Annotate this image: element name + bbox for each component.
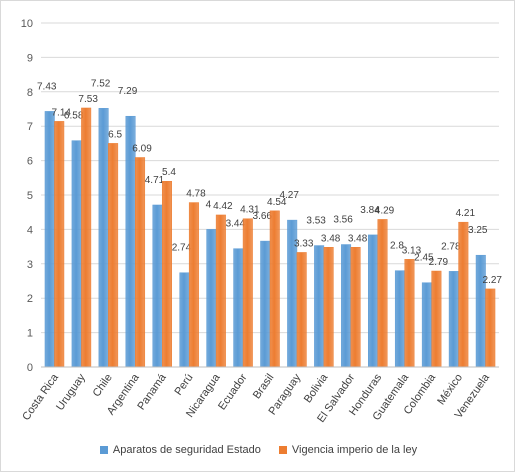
- bar-1-7: [233, 248, 244, 368]
- data-label-2-9: 3.33: [294, 238, 314, 249]
- bar-1-14: [421, 282, 432, 368]
- x-tick-label-7: Ecuador: [216, 372, 250, 413]
- y-tick-label-7: 7: [27, 121, 33, 133]
- bar-1-6: [206, 229, 217, 368]
- bar-2-7: [242, 218, 253, 368]
- data-label-2-16: 2.27: [483, 275, 503, 286]
- data-label-1-8: 3.66: [253, 211, 273, 222]
- bar-1-5: [179, 272, 190, 368]
- bar-1-13: [394, 270, 405, 368]
- data-label-1-10: 3.53: [306, 216, 326, 227]
- bar-1-12: [368, 234, 379, 368]
- data-label-1-1: 6.58: [64, 111, 84, 122]
- data-label-1-0: 7.43: [37, 81, 57, 92]
- data-label-1-12: 3.84: [360, 205, 380, 216]
- bar-2-10: [323, 247, 334, 368]
- bar-2-5: [188, 202, 199, 368]
- bar-2-9: [296, 252, 307, 368]
- data-label-2-0: 7.14: [51, 107, 71, 118]
- y-tick-label-10: 10: [21, 18, 33, 30]
- data-label-2-4: 5.4: [162, 167, 176, 178]
- bar-2-3: [135, 157, 146, 368]
- y-tick-label-1: 1: [27, 328, 33, 340]
- bar-2-13: [404, 259, 415, 368]
- y-tick-label-5: 5: [27, 190, 33, 202]
- data-label-2-5: 4.78: [186, 189, 206, 200]
- bar-2-2: [108, 143, 119, 368]
- data-label-1-13: 2.8: [390, 241, 404, 252]
- legend-swatch-series-1: [99, 446, 108, 454]
- x-tick-label-8: Brasil: [251, 372, 277, 401]
- y-tick-label-4: 4: [27, 224, 33, 236]
- data-label-2-8: 4.54: [267, 197, 287, 208]
- data-label-2-14: 2.79: [429, 257, 449, 268]
- bar-1-16: [475, 254, 486, 368]
- data-label-2-10: 3.48: [321, 233, 341, 244]
- y-tick-label-2: 2: [27, 293, 33, 305]
- bar-2-8: [269, 210, 280, 368]
- data-label-1-3: 7.29: [118, 86, 138, 97]
- data-label-2-3: 6.09: [132, 144, 152, 155]
- bar-1-0: [44, 111, 55, 368]
- data-label-1-16: 3.25: [468, 225, 488, 236]
- data-label-2-11: 3.48: [348, 233, 368, 244]
- data-label-1-4: 4.71: [145, 175, 165, 186]
- data-label-1-15: 2.78: [441, 241, 461, 252]
- bar-1-11: [341, 244, 352, 368]
- bar-1-10: [314, 245, 325, 368]
- data-label-1-2: 7.52: [91, 78, 111, 89]
- bar-2-15: [458, 221, 469, 368]
- data-label-2-2: 6.5: [108, 129, 122, 140]
- legend-label-series-2: Vigencia imperio de la ley: [291, 444, 418, 456]
- x-tick-label-2: Chile: [91, 372, 115, 399]
- bar-2-0: [54, 121, 65, 368]
- bar-2-11: [350, 247, 361, 368]
- data-label-2-1: 7.53: [78, 94, 98, 105]
- y-tick-label-3: 3: [27, 259, 33, 271]
- data-label-1-7: 3.44: [226, 219, 246, 230]
- legend-swatch-series-2: [278, 446, 287, 454]
- legend-label-series-1: Aparatos de seguridad Estado: [112, 444, 261, 456]
- bar-1-15: [448, 271, 459, 368]
- bar-2-6: [215, 214, 226, 368]
- bar-1-2: [98, 108, 109, 368]
- bar-2-14: [431, 270, 442, 368]
- bar-2-4: [161, 180, 172, 368]
- legend: Aparatos de seguridad Estado Vigencia im…: [1, 444, 515, 456]
- data-label-1-5: 2.74: [172, 243, 192, 254]
- data-label-1-9: 4.27: [279, 190, 299, 201]
- bar-1-4: [152, 204, 163, 368]
- data-label-2-12: 4.29: [375, 205, 395, 216]
- bar-2-1: [81, 107, 92, 368]
- bar-2-12: [377, 219, 388, 368]
- data-label-2-15: 4.21: [456, 208, 476, 219]
- y-tick-label-0: 0: [27, 362, 33, 374]
- y-tick-label-6: 6: [27, 156, 33, 168]
- data-label-1-14: 2.45: [414, 253, 434, 264]
- data-label-2-7: 4.31: [240, 205, 260, 216]
- y-tick-label-8: 8: [27, 87, 33, 99]
- y-tick-label-9: 9: [27, 52, 33, 64]
- data-label-2-13: 3.13: [402, 245, 422, 256]
- legend-item-series-2: Vigencia imperio de la ley: [278, 444, 418, 456]
- data-label-1-6: 4: [206, 199, 212, 210]
- x-tick-label-4: Panamá: [135, 371, 169, 412]
- x-tick-label-0: Costa Rica: [20, 371, 61, 423]
- bar-1-1: [71, 140, 82, 368]
- x-tick-label-5: Perú: [172, 372, 195, 398]
- bar-1-8: [260, 240, 271, 368]
- data-label-2-6: 4.42: [213, 201, 233, 212]
- legend-item-series-1: Aparatos de seguridad Estado: [99, 444, 261, 456]
- bar-2-16: [485, 288, 496, 368]
- data-label-1-11: 3.56: [333, 215, 353, 226]
